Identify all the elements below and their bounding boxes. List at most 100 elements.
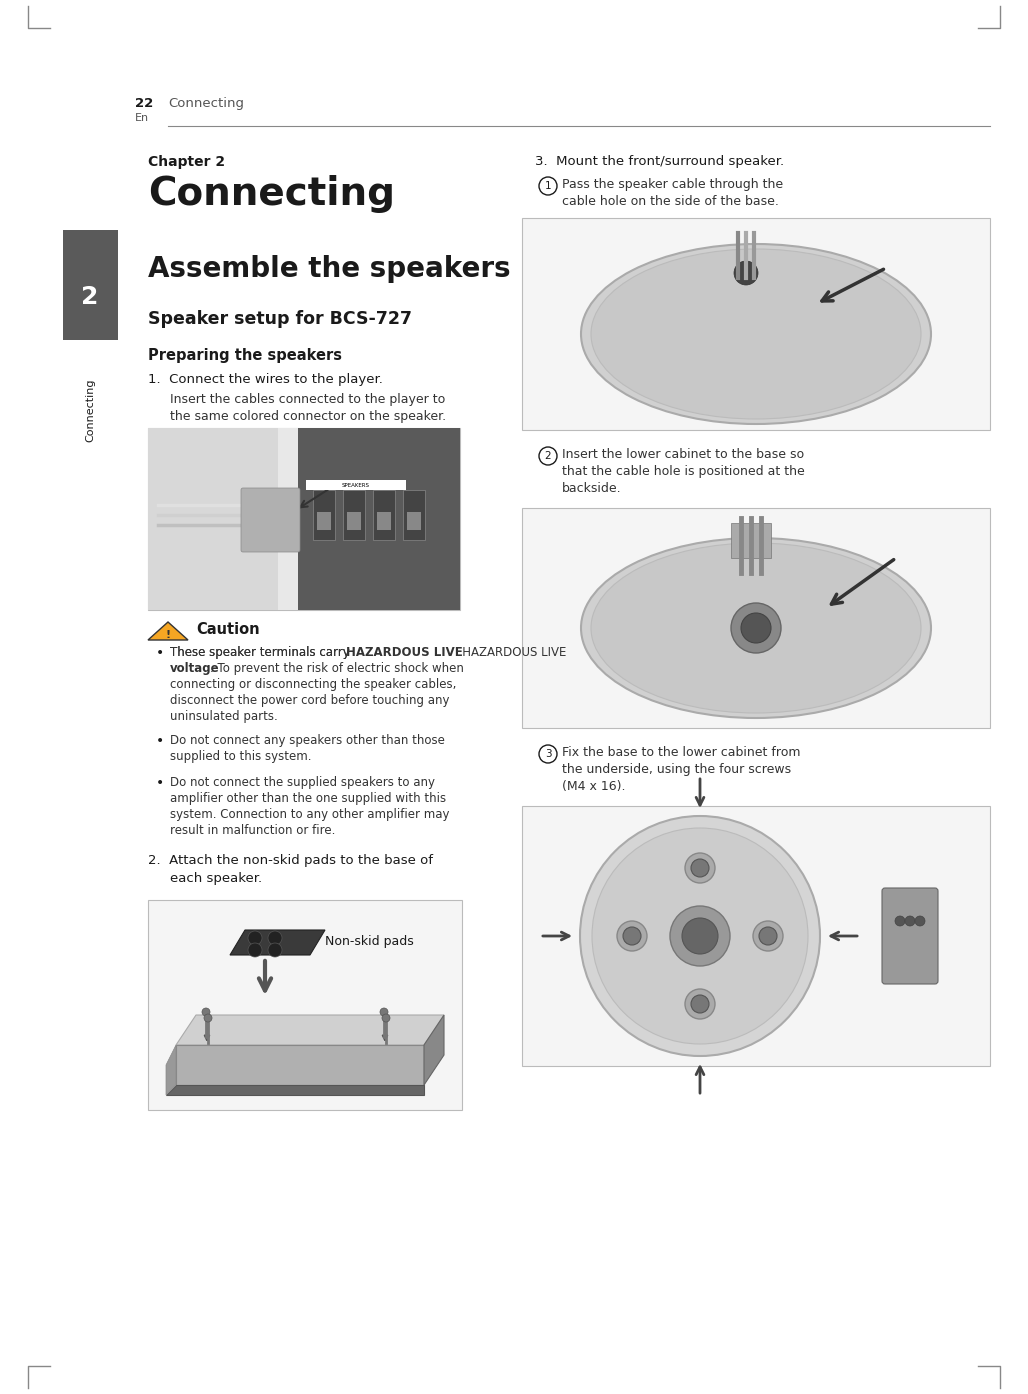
FancyBboxPatch shape (343, 491, 365, 539)
Text: 2: 2 (81, 284, 99, 309)
Circle shape (670, 906, 730, 966)
Text: Preparing the speakers: Preparing the speakers (148, 348, 342, 362)
Circle shape (248, 931, 262, 945)
Circle shape (759, 927, 777, 945)
Circle shape (380, 1008, 388, 1016)
Circle shape (204, 1013, 212, 1022)
Text: HAZARDOUS LIVE: HAZARDOUS LIVE (346, 645, 463, 659)
FancyBboxPatch shape (731, 523, 771, 558)
Polygon shape (166, 1085, 424, 1096)
FancyBboxPatch shape (148, 428, 278, 611)
Text: 3.  Mount the front/surround speaker.: 3. Mount the front/surround speaker. (535, 155, 784, 169)
Circle shape (691, 995, 709, 1013)
Circle shape (734, 261, 758, 284)
Polygon shape (176, 1046, 424, 1085)
Circle shape (623, 927, 641, 945)
FancyBboxPatch shape (306, 480, 406, 491)
Text: Connecting: Connecting (85, 378, 95, 442)
Text: Non-skid pads: Non-skid pads (325, 935, 413, 948)
FancyBboxPatch shape (317, 512, 331, 530)
FancyBboxPatch shape (148, 428, 460, 611)
Text: connecting or disconnecting the speaker cables,: connecting or disconnecting the speaker … (170, 677, 456, 691)
Circle shape (539, 744, 557, 763)
Text: backside.: backside. (562, 482, 622, 495)
Circle shape (382, 1013, 390, 1022)
Text: 2.  Attach the non-skid pads to the base of: 2. Attach the non-skid pads to the base … (148, 855, 433, 867)
Text: supplied to this system.: supplied to this system. (170, 750, 311, 763)
FancyBboxPatch shape (148, 428, 460, 611)
FancyBboxPatch shape (522, 507, 990, 728)
Text: Speaker setup for BCS-727: Speaker setup for BCS-727 (148, 309, 412, 328)
Text: 1.  Connect the wires to the player.: 1. Connect the wires to the player. (148, 374, 382, 386)
Text: En: En (135, 113, 149, 123)
Circle shape (731, 604, 781, 652)
Text: that the cable hole is positioned at the: that the cable hole is positioned at the (562, 466, 805, 478)
Circle shape (741, 613, 771, 643)
Circle shape (895, 916, 905, 926)
Text: 2: 2 (545, 452, 551, 461)
Text: Do not connect the supplied speakers to any: Do not connect the supplied speakers to … (170, 776, 435, 789)
FancyBboxPatch shape (522, 806, 990, 1066)
Text: result in malfunction or fire.: result in malfunction or fire. (170, 824, 335, 836)
Ellipse shape (581, 244, 931, 424)
Circle shape (752, 921, 783, 951)
Circle shape (268, 942, 282, 958)
Ellipse shape (581, 538, 931, 718)
FancyBboxPatch shape (377, 512, 391, 530)
Text: Chapter 2: Chapter 2 (148, 155, 225, 169)
Circle shape (685, 988, 715, 1019)
Text: Do not connect any speakers other than those: Do not connect any speakers other than t… (170, 735, 445, 747)
FancyBboxPatch shape (313, 491, 335, 539)
Text: disconnect the power cord before touching any: disconnect the power cord before touchin… (170, 694, 449, 707)
Text: cable hole on the side of the base.: cable hole on the side of the base. (562, 195, 779, 208)
Polygon shape (230, 930, 325, 955)
Ellipse shape (591, 250, 921, 420)
Text: Connecting: Connecting (148, 176, 395, 213)
FancyBboxPatch shape (347, 512, 361, 530)
Text: •: • (156, 645, 164, 659)
Text: 22: 22 (135, 98, 153, 110)
Text: uninsulated parts.: uninsulated parts. (170, 710, 278, 723)
Text: 1: 1 (545, 181, 551, 191)
Text: 3: 3 (545, 749, 551, 758)
Text: . To prevent the risk of electric shock when: . To prevent the risk of electric shock … (210, 662, 464, 675)
Text: amplifier other than the one supplied with this: amplifier other than the one supplied wi… (170, 792, 446, 804)
Circle shape (682, 919, 718, 953)
Text: Caution: Caution (196, 622, 260, 637)
Text: each speaker.: each speaker. (170, 873, 262, 885)
Circle shape (617, 921, 647, 951)
Circle shape (685, 853, 715, 882)
FancyBboxPatch shape (241, 488, 300, 552)
FancyBboxPatch shape (407, 512, 421, 530)
FancyBboxPatch shape (298, 428, 460, 611)
Text: Pass the speaker cable through the: Pass the speaker cable through the (562, 178, 783, 191)
Circle shape (905, 916, 915, 926)
Text: Fix the base to the lower cabinet from: Fix the base to the lower cabinet from (562, 746, 801, 758)
Text: These speaker terminals carry                              HAZARDOUS LIVE: These speaker terminals carry HAZARDOUS … (170, 645, 566, 659)
FancyBboxPatch shape (882, 888, 938, 984)
Polygon shape (166, 1046, 176, 1096)
Circle shape (691, 859, 709, 877)
Text: system. Connection to any other amplifier may: system. Connection to any other amplifie… (170, 809, 449, 821)
Circle shape (539, 447, 557, 466)
Polygon shape (148, 622, 188, 640)
Polygon shape (176, 1015, 444, 1046)
Text: Connecting: Connecting (168, 98, 244, 110)
Text: •: • (156, 735, 164, 749)
Text: SPEAKERS: SPEAKERS (342, 482, 370, 488)
FancyBboxPatch shape (522, 217, 990, 429)
Circle shape (248, 942, 262, 958)
FancyBboxPatch shape (63, 230, 118, 340)
Circle shape (539, 177, 557, 195)
Text: Assemble the speakers: Assemble the speakers (148, 255, 511, 283)
FancyBboxPatch shape (148, 901, 462, 1110)
Text: the underside, using the four screws: the underside, using the four screws (562, 763, 792, 776)
Text: the same colored connector on the speaker.: the same colored connector on the speake… (170, 410, 446, 422)
FancyBboxPatch shape (403, 491, 425, 539)
Text: Insert the cables connected to the player to: Insert the cables connected to the playe… (170, 393, 445, 406)
Ellipse shape (591, 544, 921, 712)
Circle shape (201, 1008, 210, 1016)
Circle shape (268, 931, 282, 945)
Text: voltage: voltage (170, 662, 220, 675)
Text: •: • (156, 776, 164, 790)
